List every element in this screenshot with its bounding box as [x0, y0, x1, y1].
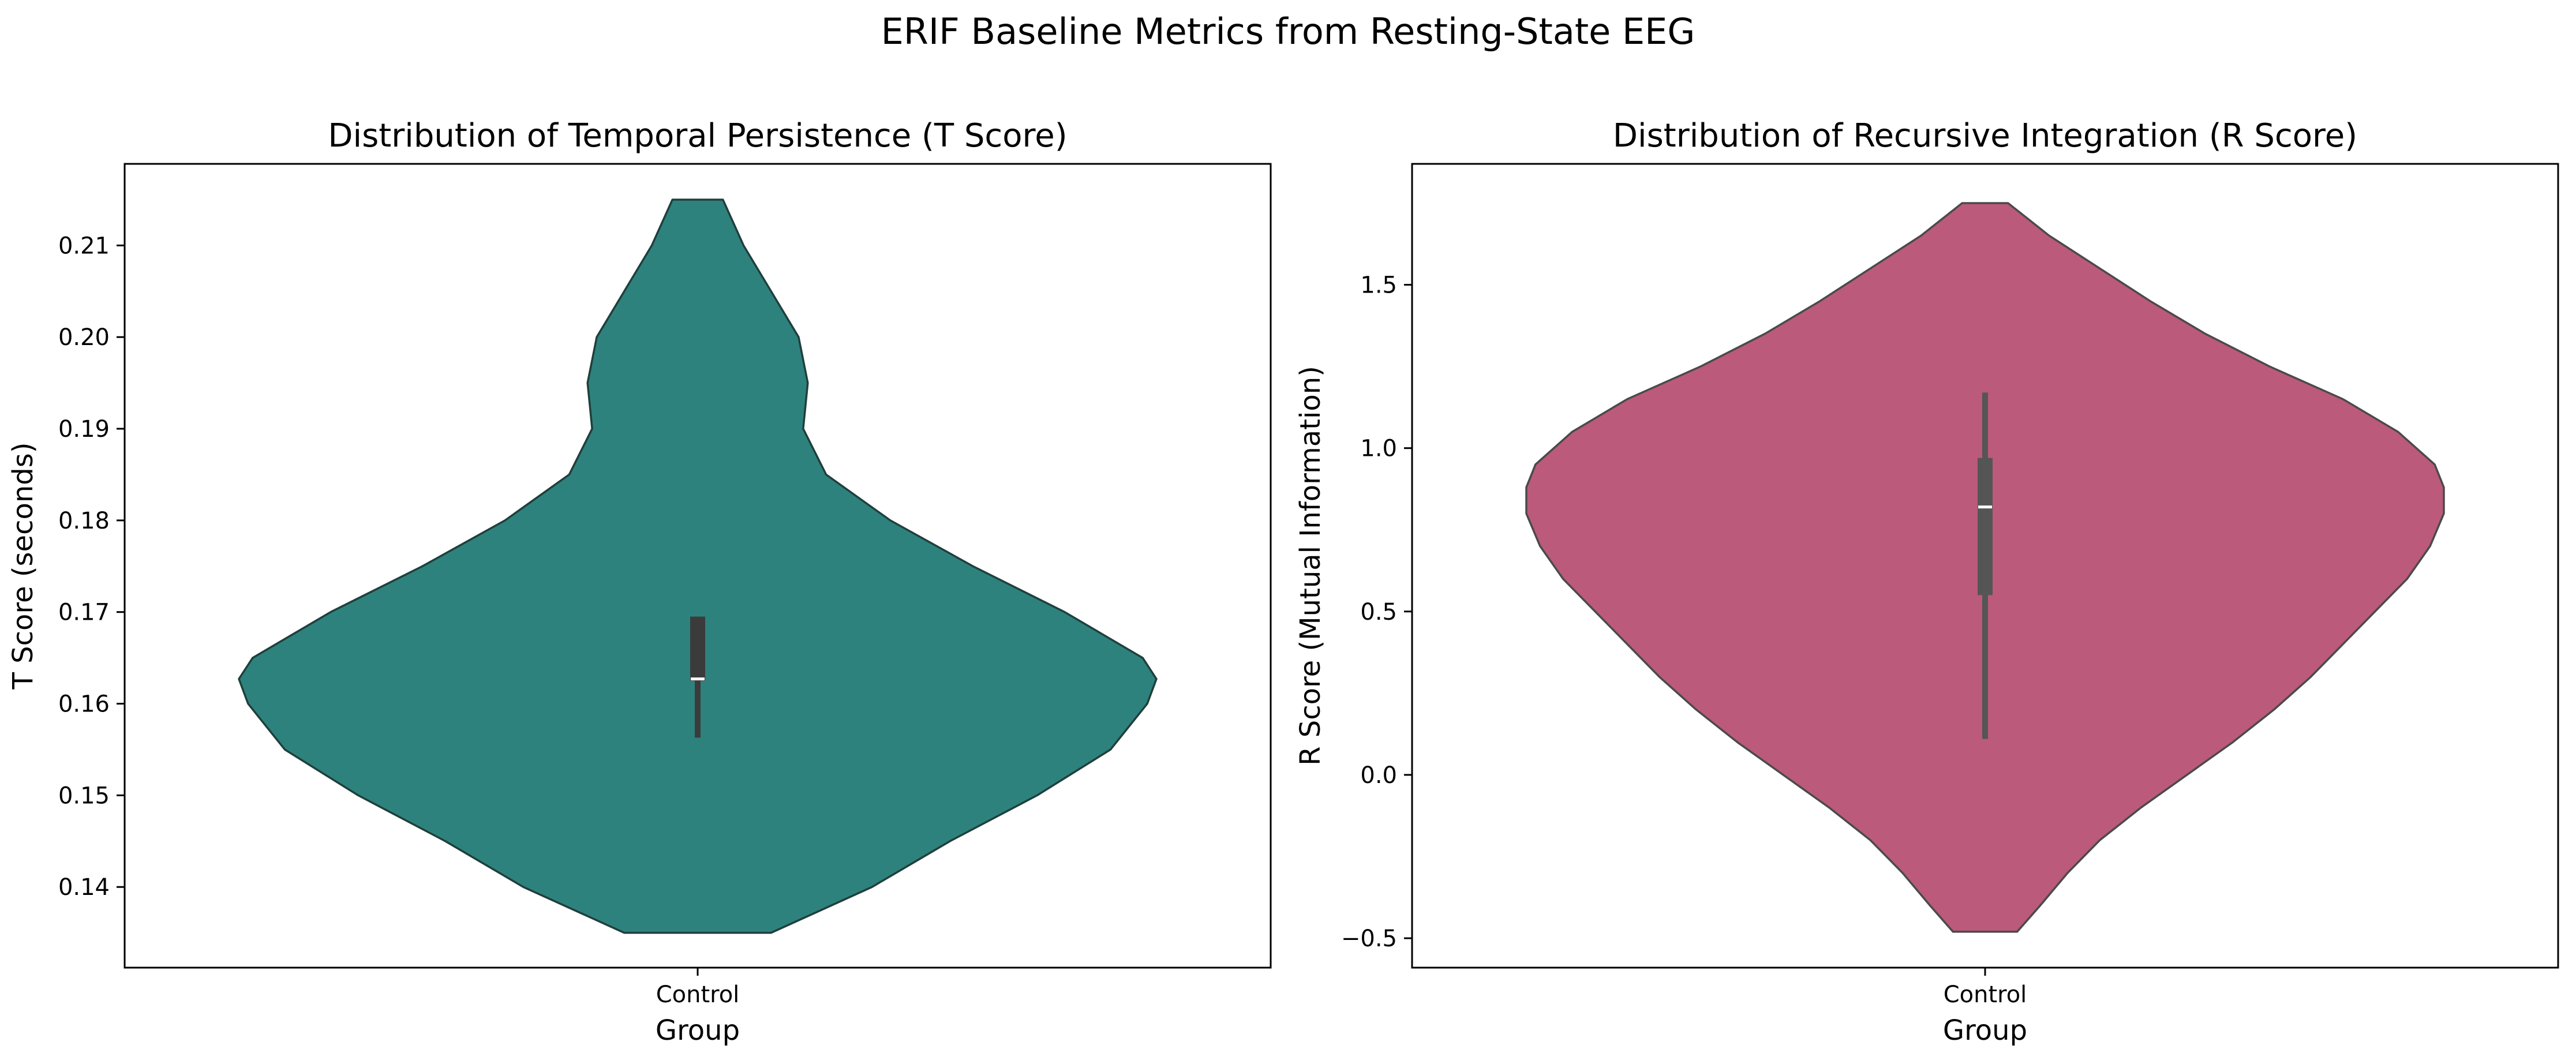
r-score-y-tick-label: 1.5 — [1360, 272, 1397, 299]
r-score-panel: Distribution of Recursive Integration (R… — [1294, 117, 2559, 1047]
t-score-iqr-box — [690, 616, 705, 681]
t-score-chart-title: Distribution of Temporal Persistence (T … — [328, 117, 1067, 155]
t-score-y-axis-label-group: T Score (seconds) — [7, 443, 39, 690]
t-score-y-tick-label: 0.15 — [58, 782, 110, 809]
r-score-y-ticks: −0.5 0.0 0.5 1.0 1.5 — [1341, 272, 1412, 952]
r-score-chart-title: Distribution of Recursive Integration (R… — [1613, 117, 2357, 155]
r-score-y-tick-label: 0.5 — [1360, 599, 1397, 625]
r-score-inner-box — [1978, 392, 1993, 739]
r-score-y-tick-label: 0.0 — [1360, 762, 1397, 789]
t-score-y-tick-label: 0.14 — [58, 874, 110, 901]
r-score-y-axis-label: R Score (Mutual Information) — [1294, 366, 1327, 766]
r-score-y-tick-label: −0.5 — [1341, 926, 1397, 952]
t-score-y-tick-label: 0.16 — [58, 691, 110, 718]
t-score-x-tick-label: Control — [656, 981, 740, 1008]
t-score-x-axis-label: Group — [656, 1014, 740, 1047]
r-score-x-tick-label: Control — [1944, 981, 2027, 1008]
r-score-y-axis-label-group: R Score (Mutual Information) — [1294, 366, 1327, 766]
figure-suptitle: ERIF Baseline Metrics from Resting-State… — [881, 10, 1695, 53]
t-score-y-ticks: 0.14 0.15 0.16 0.17 0.18 0.19 0.20 0.21 — [58, 233, 125, 901]
r-score-y-tick-label: 1.0 — [1360, 436, 1397, 462]
t-score-y-tick-label: 0.18 — [58, 508, 110, 534]
t-score-y-axis-label: T Score (seconds) — [7, 443, 39, 690]
t-score-violin-body — [238, 198, 1158, 934]
r-score-x-axis-label: Group — [1943, 1014, 2027, 1047]
t-score-y-tick-label: 0.20 — [58, 324, 110, 351]
r-score-iqr-box — [1978, 458, 1993, 595]
t-score-y-tick-label: 0.19 — [58, 416, 110, 443]
t-score-y-tick-label: 0.17 — [58, 600, 110, 626]
t-score-y-tick-label: 0.21 — [58, 233, 110, 259]
t-score-inner-box — [690, 616, 705, 738]
t-score-panel: Distribution of Temporal Persistence (T … — [7, 117, 1272, 1047]
